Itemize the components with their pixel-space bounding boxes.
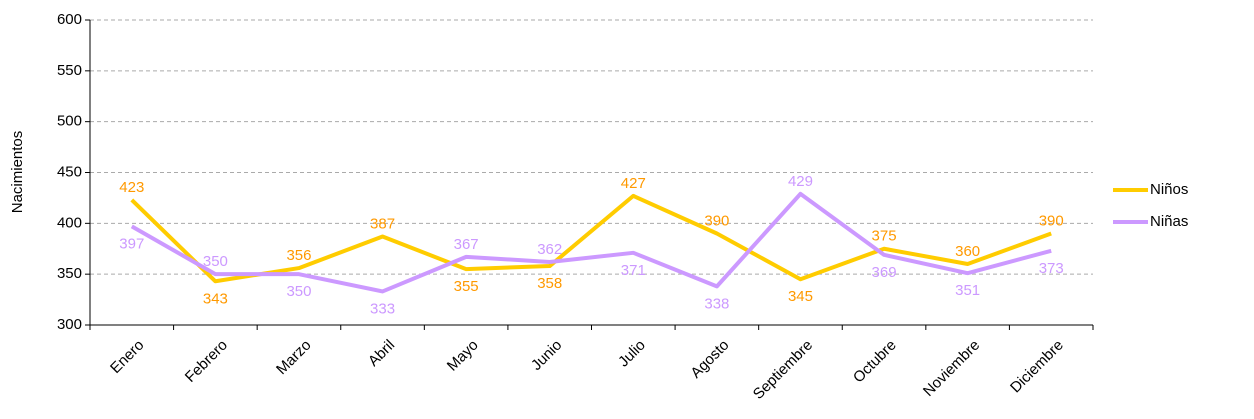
data-label: 333 xyxy=(370,300,395,317)
data-label: 345 xyxy=(788,288,813,305)
y-tick-label: 300 xyxy=(57,316,82,333)
data-label: 367 xyxy=(454,236,479,253)
x-tick-label: Octubre xyxy=(850,337,900,387)
x-tick-label: Noviembre xyxy=(920,337,983,400)
data-label: 390 xyxy=(1039,212,1064,229)
x-tick-label: Marzo xyxy=(273,337,314,378)
y-tick-label: 400 xyxy=(57,214,82,231)
x-tick-label: Junio xyxy=(528,337,565,374)
y-axis-label: Nacimientos xyxy=(9,131,26,214)
x-tick-label: Septiembre xyxy=(750,337,816,403)
data-label: 427 xyxy=(621,175,646,192)
data-label: 360 xyxy=(955,243,980,260)
data-label: 356 xyxy=(286,247,311,264)
data-label: 358 xyxy=(537,275,562,292)
data-label: 362 xyxy=(537,241,562,258)
y-tick-label: 350 xyxy=(57,265,82,282)
data-label: 397 xyxy=(119,235,144,252)
data-label: 423 xyxy=(119,179,144,196)
data-label: 387 xyxy=(370,216,395,233)
data-label: 350 xyxy=(286,283,311,300)
line-series xyxy=(130,191,1052,294)
x-tick-label: Abril xyxy=(365,337,398,370)
data-label: 369 xyxy=(872,264,897,281)
x-tick-label: Enero xyxy=(107,337,147,377)
data-label: 350 xyxy=(203,253,228,270)
data-label: 373 xyxy=(1039,260,1064,277)
data-label: 338 xyxy=(704,295,729,312)
x-tick-label: Julio xyxy=(615,337,649,371)
y-tick-label: 550 xyxy=(57,62,82,79)
x-tick-label: Febrero xyxy=(182,337,231,386)
line-series xyxy=(130,193,1052,284)
x-tick-label: Agosto xyxy=(687,337,732,382)
data-label: 375 xyxy=(872,228,897,245)
data-label: 351 xyxy=(955,282,980,299)
data-label: 343 xyxy=(203,290,228,307)
y-tick-label: 500 xyxy=(57,113,82,130)
x-tick-label: Diciembre xyxy=(1007,337,1067,397)
y-tick-label: 600 xyxy=(57,11,82,28)
data-label: 390 xyxy=(704,212,729,229)
y-tick-label: 450 xyxy=(57,163,82,180)
x-tick-label: Mayo xyxy=(444,337,482,375)
data-label: 371 xyxy=(621,262,646,279)
legend-label: Niños xyxy=(1150,181,1188,198)
legend-label: Niñas xyxy=(1150,213,1188,230)
data-label: 355 xyxy=(454,278,479,295)
data-label: 429 xyxy=(788,173,813,190)
